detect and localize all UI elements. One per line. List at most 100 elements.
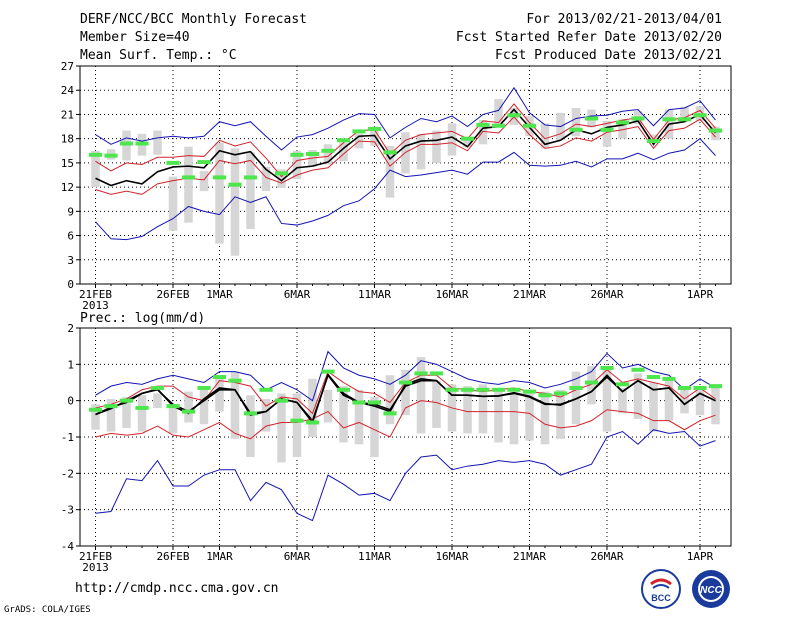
- bcc-logo: BCC: [641, 569, 681, 609]
- spread-box: [168, 176, 178, 231]
- observed-marker: [321, 148, 335, 153]
- observed-marker: [646, 375, 661, 380]
- observed-marker: [367, 126, 382, 131]
- observed-marker: [88, 152, 103, 157]
- observed-marker: [383, 150, 397, 155]
- spread-box: [199, 387, 209, 425]
- observed-marker: [662, 117, 676, 122]
- observed-marker: [274, 171, 289, 176]
- observed-marker: [476, 387, 490, 392]
- observed-marker: [181, 175, 196, 180]
- spread-box: [540, 391, 550, 445]
- spread-box: [323, 144, 333, 165]
- y-tick-label: 18: [61, 133, 74, 146]
- spread-box: [680, 387, 689, 414]
- y-tick-label: 9: [67, 205, 74, 218]
- observed-marker: [383, 411, 397, 416]
- observed-marker: [305, 152, 320, 157]
- spread-box: [215, 142, 224, 244]
- observed-marker: [197, 385, 211, 390]
- series-line-mean: [95, 108, 717, 187]
- observed-marker: [476, 122, 490, 127]
- observed-marker: [429, 371, 444, 376]
- spread-box: [292, 393, 302, 457]
- x-tick-label: 11MAR: [358, 550, 391, 563]
- x-tick-label: 26FEB: [156, 550, 189, 563]
- spread-box: [478, 384, 488, 434]
- x-tick-label: 11MAR: [358, 288, 391, 301]
- observed-marker: [708, 384, 723, 389]
- y-tick-label: 27: [61, 60, 74, 73]
- y-tick-label: 0: [67, 278, 74, 291]
- spread-box: [571, 107, 581, 137]
- x-tick-label: 16MAR: [435, 550, 468, 563]
- observed-marker: [305, 420, 320, 425]
- observed-marker: [693, 385, 707, 390]
- ncc-logo-text: NCC: [700, 585, 722, 596]
- spread-box: [230, 371, 240, 439]
- header-member-size: Member Size=40: [80, 30, 190, 45]
- observed-marker: [367, 400, 382, 405]
- observed-marker: [615, 382, 630, 387]
- spread-box: [401, 369, 410, 416]
- x-tick-label: 16MAR: [435, 288, 468, 301]
- observed-marker: [708, 128, 723, 133]
- observed-marker: [491, 387, 506, 392]
- y-tick-label: 0: [67, 395, 74, 408]
- observed-marker: [119, 398, 134, 403]
- spread-box: [261, 166, 271, 192]
- observed-marker: [445, 387, 459, 392]
- series-line-upper: [95, 86, 716, 151]
- spread-box: [571, 371, 581, 425]
- source-url[interactable]: http://cmdp.ncc.cma.gov.cn: [75, 581, 279, 596]
- spread-box: [370, 397, 379, 457]
- observed-marker: [538, 393, 552, 398]
- x-tick-label: 1MAR: [206, 288, 233, 301]
- observed-marker: [274, 398, 289, 403]
- spread-box: [649, 134, 658, 142]
- spread-box: [339, 142, 348, 162]
- observed-marker: [352, 129, 366, 134]
- x-tick-label: 26MAR: [590, 550, 623, 563]
- observed-marker: [135, 405, 149, 410]
- observed-marker: [677, 117, 692, 122]
- spread-box: [447, 123, 457, 156]
- observed-marker: [600, 127, 614, 132]
- observed-marker: [259, 387, 273, 392]
- spread-box: [618, 119, 627, 139]
- observed-marker: [166, 404, 180, 409]
- y-tick-label: 21: [61, 108, 74, 121]
- spread-box: [308, 378, 317, 437]
- series-line-lower: [95, 429, 716, 522]
- spread-box: [711, 126, 720, 141]
- plot-frame: [79, 327, 732, 547]
- observed-marker: [212, 175, 227, 180]
- header-produced-date: Fcst Produced Date 2013/02/21: [495, 48, 722, 63]
- series-line-lower: [95, 137, 716, 241]
- spread-box: [602, 366, 612, 432]
- observed-marker: [631, 116, 645, 121]
- spread-box: [153, 393, 162, 408]
- header-start-date: Fcst Started Refer Date 2013/02/20: [455, 30, 722, 45]
- spread-box: [432, 380, 441, 428]
- spread-box: [385, 145, 395, 198]
- observed-marker: [228, 182, 242, 187]
- y-tick-label: -3: [61, 504, 74, 517]
- spread-box: [463, 137, 472, 147]
- spread-box: [246, 395, 255, 457]
- spread-box: [432, 130, 441, 163]
- observed-marker: [507, 387, 521, 392]
- observed-marker: [522, 389, 537, 394]
- observed-marker: [212, 375, 227, 380]
- observed-marker: [584, 380, 599, 385]
- observed-marker: [584, 116, 599, 121]
- spread-box: [277, 393, 286, 463]
- y-tick-label: 3: [67, 254, 74, 267]
- observed-marker: [88, 407, 103, 412]
- x-tick-sublabel: 2013: [82, 299, 109, 312]
- spread-box: [525, 391, 534, 441]
- observed-marker: [290, 418, 304, 423]
- x-tick-label: 21MAR: [513, 288, 546, 301]
- spread-box: [649, 382, 658, 432]
- spread-box: [509, 393, 519, 445]
